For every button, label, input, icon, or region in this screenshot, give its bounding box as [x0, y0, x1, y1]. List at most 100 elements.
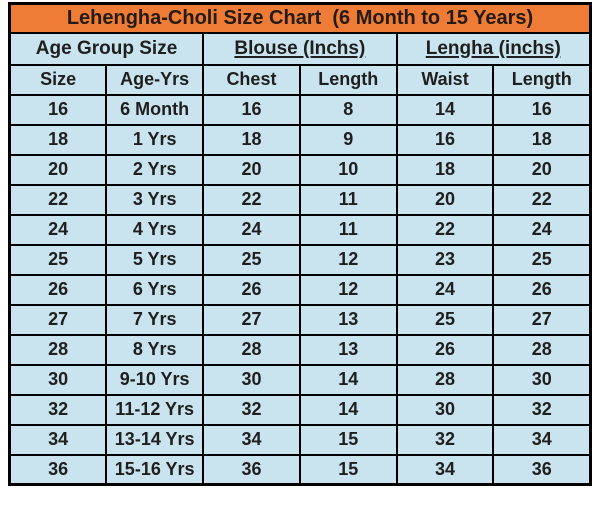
table-cell: 14: [298, 393, 398, 426]
table-cell: 26: [395, 333, 495, 366]
table-cell: 16: [395, 123, 495, 156]
table-cell: 36: [202, 453, 301, 486]
table-cell: 24: [492, 213, 592, 246]
table-row: 18 1 Yrs 18 9 16 18: [8, 123, 592, 156]
table-cell: 13-14 Yrs: [105, 423, 205, 456]
table-cell: 20: [395, 183, 495, 216]
table-cell: 18: [395, 153, 495, 186]
table-cell: 16: [492, 93, 592, 126]
size-chart-table: Lehengha-Choli Size Chart (6 Month to 15…: [8, 2, 592, 486]
table-cell: 22: [8, 183, 108, 216]
table-row: 20 2 Yrs 20 10 18 20: [8, 153, 592, 186]
column-header-row: Size Age-Yrs Chest Length Waist Length: [8, 63, 592, 96]
table-cell: 16: [8, 93, 108, 126]
table-cell: 7 Yrs: [105, 303, 205, 336]
table-cell: 24: [202, 213, 301, 246]
table-cell: 6 Yrs: [105, 273, 205, 306]
table-cell: 34: [202, 423, 301, 456]
table-cell: 28: [202, 333, 301, 366]
group-header-blouse-inchs-label: Blouse (Inchs): [234, 37, 366, 59]
table-cell: 15: [298, 453, 398, 486]
table-cell: 15-16 Yrs: [105, 453, 205, 486]
table-cell: 20: [492, 153, 592, 186]
group-header-lengha-inchs: Lengha (inchs): [395, 31, 592, 66]
table-cell: 27: [492, 303, 592, 336]
table-cell: 2 Yrs: [105, 153, 205, 186]
table-cell: 36: [492, 453, 592, 486]
table-row: 25 5 Yrs 25 12 23 25: [8, 243, 592, 276]
table-cell: 24: [8, 213, 108, 246]
table-cell: 25: [202, 243, 301, 276]
table-row: 24 4 Yrs 24 11 22 24: [8, 213, 592, 246]
column-header-chest: Chest: [202, 63, 301, 96]
table-cell: 24: [395, 273, 495, 306]
table-body: 16 6 Month 16 8 14 16 18 1 Yrs 18 9 16 18 20 2 Yrs 20 1…: [8, 93, 592, 486]
group-header-age-group-size-label: Age Group Size: [35, 37, 178, 59]
table-cell: 30: [492, 363, 592, 396]
table-cell: 22: [395, 213, 495, 246]
group-header-blouse-inchs: Blouse (Inchs): [202, 31, 398, 66]
column-header-age-yrs: Age-Yrs: [105, 63, 205, 96]
table-cell: 12: [298, 243, 398, 276]
table-cell: 20: [8, 153, 108, 186]
table-cell: 18: [8, 123, 108, 156]
table-cell: 27: [8, 303, 108, 336]
table-row: 34 13-14 Yrs 34 15 32 34: [8, 423, 592, 456]
table-cell: 34: [8, 423, 108, 456]
table-cell: 23: [395, 243, 495, 276]
table-cell: 11: [298, 213, 398, 246]
table-cell: 32: [8, 393, 108, 426]
table-cell: 22: [202, 183, 301, 216]
table-cell: 5 Yrs: [105, 243, 205, 276]
table-cell: 10: [298, 153, 398, 186]
table-row: 30 9-10 Yrs 30 14 28 30: [8, 363, 592, 396]
group-header-row: Age Group Size Blouse (Inchs) Lengha (in…: [8, 31, 592, 66]
table-row: 22 3 Yrs 22 11 20 22: [8, 183, 592, 216]
table-row: 27 7 Yrs 27 13 25 27: [8, 303, 592, 336]
table-cell: 13: [298, 303, 398, 336]
table-cell: 13: [298, 333, 398, 366]
table-cell: 25: [492, 243, 592, 276]
table-row: 16 6 Month 16 8 14 16: [8, 93, 592, 126]
table-cell: 14: [298, 363, 398, 396]
chart-title: Lehengha-Choli Size Chart (6 Month to 15…: [8, 2, 592, 34]
table-cell: 28: [8, 333, 108, 366]
table-cell: 11: [298, 183, 398, 216]
table-cell: 14: [395, 93, 495, 126]
table-cell: 26: [492, 273, 592, 306]
table-row: 26 6 Yrs 26 12 24 26: [8, 273, 592, 306]
table-cell: 16: [202, 93, 301, 126]
table-cell: 8: [298, 93, 398, 126]
table-cell: 26: [202, 273, 301, 306]
table-cell: 25: [395, 303, 495, 336]
table-cell: 3 Yrs: [105, 183, 205, 216]
table-cell: 6 Month: [105, 93, 205, 126]
table-row: 32 11-12 Yrs 32 14 30 32: [8, 393, 592, 426]
table-cell: 20: [202, 153, 301, 186]
column-header-blouse-length: Length: [298, 63, 398, 96]
table-cell: 25: [8, 243, 108, 276]
table-cell: 18: [202, 123, 301, 156]
table-cell: 36: [8, 453, 108, 486]
table-cell: 12: [298, 273, 398, 306]
table-cell: 28: [395, 363, 495, 396]
table-cell: 8 Yrs: [105, 333, 205, 366]
column-header-waist: Waist: [395, 63, 495, 96]
table-cell: 32: [395, 423, 495, 456]
table-cell: 1 Yrs: [105, 123, 205, 156]
group-header-lengha-inchs-label: Lengha (inchs): [425, 37, 561, 59]
column-header-lengha-length: Length: [492, 63, 592, 96]
table-cell: 34: [492, 423, 592, 456]
table-cell: 4 Yrs: [105, 213, 205, 246]
table-cell: 9: [298, 123, 398, 156]
table-cell: 28: [492, 333, 592, 366]
group-header-age-group-size: Age Group Size: [8, 31, 205, 66]
table-cell: 30: [202, 363, 301, 396]
table-cell: 27: [202, 303, 301, 336]
table-cell: 30: [395, 393, 495, 426]
table-cell: 32: [202, 393, 301, 426]
table-cell: 32: [492, 393, 592, 426]
title-row: Lehengha-Choli Size Chart (6 Month to 15…: [8, 2, 592, 34]
table-cell: 30: [8, 363, 108, 396]
table-row: 36 15-16 Yrs 36 15 34 36: [8, 453, 592, 486]
